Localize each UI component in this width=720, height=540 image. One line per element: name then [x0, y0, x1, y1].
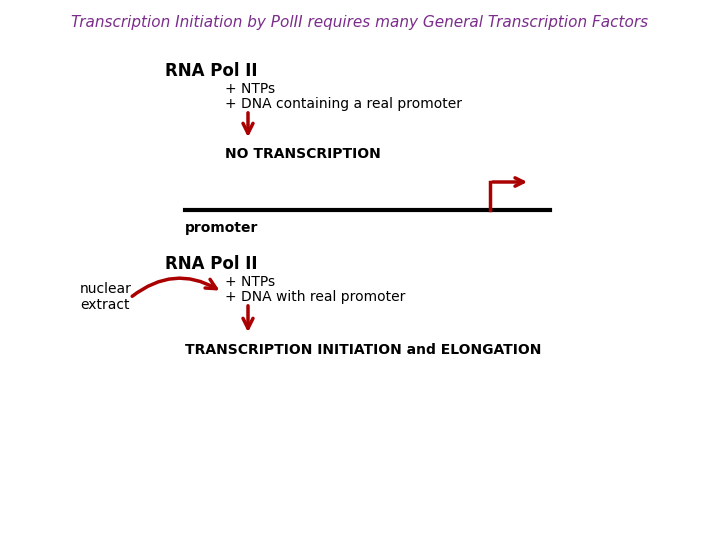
- Text: + DNA with real promoter: + DNA with real promoter: [225, 290, 405, 304]
- Text: RNA Pol II: RNA Pol II: [165, 255, 258, 273]
- Text: + NTPs: + NTPs: [225, 82, 275, 96]
- Text: NO TRANSCRIPTION: NO TRANSCRIPTION: [225, 147, 381, 161]
- Text: Transcription Initiation by PolII requires many General Transcription Factors: Transcription Initiation by PolII requir…: [71, 15, 649, 30]
- Text: RNA Pol II: RNA Pol II: [165, 62, 258, 80]
- Text: promoter: promoter: [185, 221, 258, 235]
- Text: + NTPs: + NTPs: [225, 275, 275, 289]
- Text: nuclear
extract: nuclear extract: [80, 282, 132, 312]
- Text: TRANSCRIPTION INITIATION and ELONGATION: TRANSCRIPTION INITIATION and ELONGATION: [185, 343, 541, 357]
- Text: + DNA containing a real promoter: + DNA containing a real promoter: [225, 97, 462, 111]
